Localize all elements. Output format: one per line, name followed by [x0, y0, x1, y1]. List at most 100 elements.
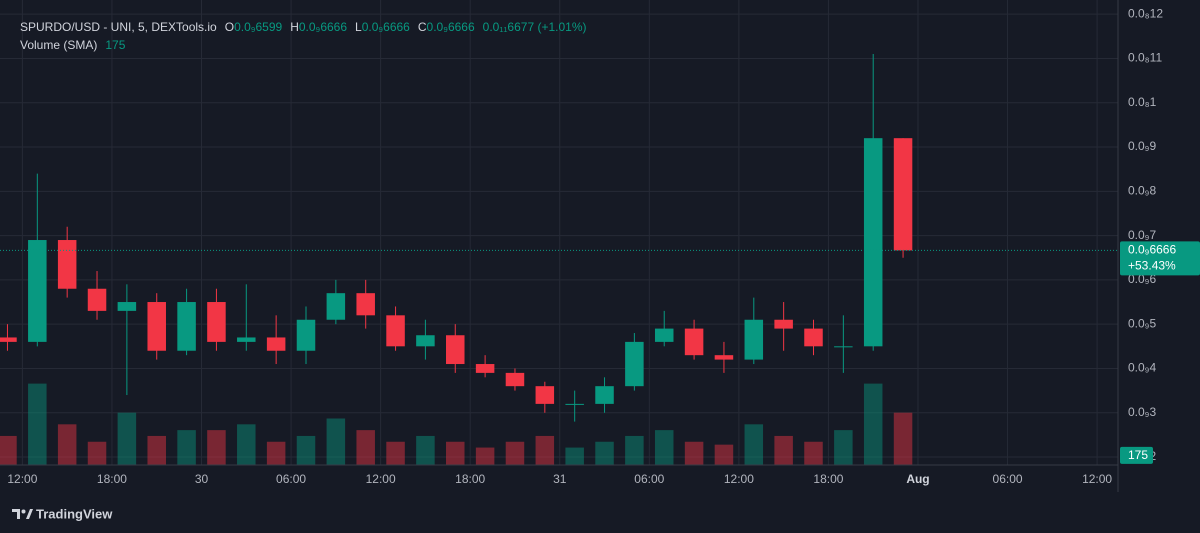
y-tick-label: 0.0₉6 — [1128, 272, 1156, 286]
volume-bar — [356, 430, 375, 465]
volume-bar — [863, 383, 883, 465]
x-tick-label: 12:00 — [7, 472, 37, 486]
volume-bar — [475, 447, 495, 465]
volume-bar — [834, 430, 853, 465]
candle-body — [87, 288, 107, 311]
candle-body — [296, 319, 316, 351]
x-tick-label: 12:00 — [1082, 472, 1112, 486]
volume-bar — [505, 441, 525, 465]
volume-bar — [565, 447, 584, 465]
candle-body — [207, 302, 226, 342]
x-tick-label: 18:00 — [97, 472, 127, 486]
legend-row: SPURDO/USD - UNI, 5, DEXTools.io O0.0₉659… — [20, 20, 587, 34]
y-tick-label: 0.0₈11 — [1128, 51, 1162, 65]
x-tick-label: 18:00 — [813, 472, 843, 486]
volume-bar — [57, 424, 77, 465]
volume-bar — [28, 383, 47, 465]
volume-bar — [625, 435, 644, 465]
y-tick-label: 0.0₉4 — [1128, 361, 1156, 375]
volume-bar — [684, 441, 704, 465]
candle-body — [535, 386, 555, 404]
candle-body — [117, 302, 137, 311]
price-badge-label: 0.0₉6666 — [1128, 243, 1176, 257]
volume-bar — [744, 424, 764, 465]
volume-bar — [774, 435, 793, 465]
price-badge-change: +53.43% — [1128, 259, 1176, 273]
x-tick-label: 31 — [553, 472, 567, 486]
volume-bar — [237, 424, 256, 465]
candle-body — [177, 302, 196, 351]
y-tick-label: 0.0₉3 — [1128, 405, 1156, 419]
candle-body — [714, 355, 734, 360]
volume-bar — [446, 441, 465, 465]
volume-bar — [117, 412, 137, 465]
candle-body — [774, 319, 793, 329]
x-tick-label: 06:00 — [276, 472, 306, 486]
volume-bar — [654, 430, 674, 465]
brand: TradingView — [36, 506, 113, 521]
volume-badge — [1120, 446, 1153, 464]
candle-body — [475, 364, 495, 373]
volume-bar — [416, 435, 435, 465]
y-tick-label: 0.0₉7 — [1128, 228, 1156, 242]
candle-body — [565, 403, 584, 405]
candle-body — [505, 372, 525, 387]
candle-body — [893, 138, 913, 251]
volume-badge-label: 175 — [1128, 448, 1148, 462]
symbol: SPURDO/USD - UNI, 5, DEXTools.io — [20, 20, 217, 34]
ohlc-value: 0.0₉6666 — [362, 20, 410, 34]
candle-body — [57, 240, 77, 289]
ohlc-key: O — [225, 20, 234, 34]
ohlc-value: 0.0₉6666 — [427, 20, 475, 34]
volume-bar — [266, 441, 286, 465]
volume-bar — [535, 435, 555, 465]
candle-body — [684, 328, 704, 356]
x-tick-label: 12:00 — [724, 472, 754, 486]
y-tick-label: 0.0₉9 — [1128, 139, 1156, 153]
candle-body — [386, 315, 405, 347]
change: 0.0₁₁6677 (+1.01%) — [483, 20, 587, 34]
ohlc-value: 0.0₉6666 — [299, 20, 347, 34]
axes: 0.0₈12 0.0₈11 0.0₈1 0.0₉9 0.0₉8 0.0₉7 0.0₉6 0.0… — [7, 6, 1200, 486]
volume-bar — [147, 435, 166, 465]
candle-body — [595, 386, 614, 404]
candle-body — [834, 346, 853, 348]
brand-logo: TradingView — [12, 506, 113, 521]
y-tick-label: 0.0₈1 — [1128, 95, 1157, 109]
volume-bar — [296, 435, 316, 465]
volume-bar — [893, 412, 913, 465]
candle-body — [356, 293, 375, 316]
y-tick-label: 0.0₈12 — [1128, 6, 1163, 20]
volume-bar — [595, 441, 614, 465]
candle-body — [416, 335, 435, 347]
legend-row: Volume (SMA) 175 — [20, 38, 126, 52]
volume-bar — [714, 444, 734, 465]
y-tick-label: 0.0₉5 — [1128, 316, 1156, 330]
x-tick-label: 30 — [195, 472, 209, 486]
x-tick-label: 18:00 — [455, 472, 485, 486]
x-tick-label: 06:00 — [993, 472, 1023, 486]
volume-bar — [0, 435, 17, 465]
x-tick-label: 06:00 — [634, 472, 664, 486]
volume-bar — [804, 441, 823, 465]
candle-body — [863, 138, 883, 347]
volume-value: 175 — [105, 38, 125, 52]
candle-body — [625, 341, 644, 387]
ohlc-key: H — [290, 20, 299, 34]
volume-bar — [177, 430, 196, 465]
y-tick-label: 0.0₉8 — [1128, 183, 1156, 197]
candle-body — [446, 335, 465, 365]
price-badge — [1120, 241, 1200, 276]
candle-body — [28, 240, 47, 342]
volume-bar — [386, 441, 405, 465]
candle-body — [237, 337, 256, 342]
volume-pane — [0, 383, 913, 465]
candle-body — [266, 337, 286, 351]
ohlc-value: 0.0₉6599 — [234, 20, 282, 34]
legend: SPURDO/USD - UNI, 5, DEXTools.io O0.0₉659… — [20, 20, 587, 52]
candle-body — [147, 302, 166, 351]
volume-name: Volume (SMA) — [20, 38, 97, 52]
